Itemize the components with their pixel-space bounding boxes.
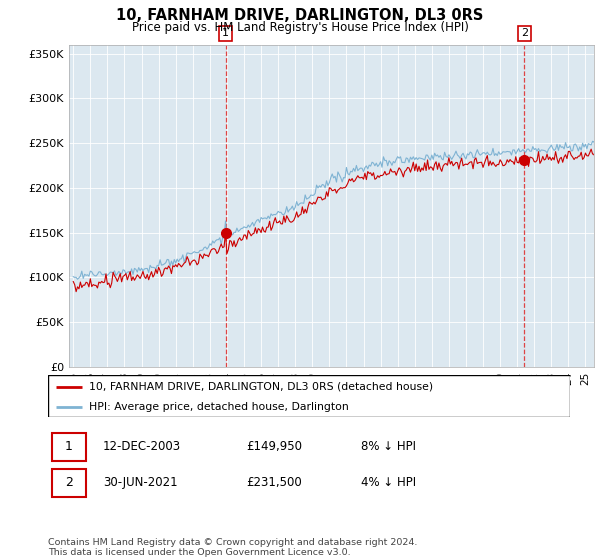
FancyBboxPatch shape bbox=[52, 433, 86, 461]
Text: 10, FARNHAM DRIVE, DARLINGTON, DL3 0RS: 10, FARNHAM DRIVE, DARLINGTON, DL3 0RS bbox=[116, 8, 484, 24]
Text: Contains HM Land Registry data © Crown copyright and database right 2024.
This d: Contains HM Land Registry data © Crown c… bbox=[48, 538, 418, 557]
Text: 8% ↓ HPI: 8% ↓ HPI bbox=[361, 440, 416, 453]
Text: 12-DEC-2003: 12-DEC-2003 bbox=[103, 440, 181, 453]
Text: 10, FARNHAM DRIVE, DARLINGTON, DL3 0RS (detached house): 10, FARNHAM DRIVE, DARLINGTON, DL3 0RS (… bbox=[89, 382, 433, 392]
Text: 2: 2 bbox=[521, 29, 528, 39]
Text: £231,500: £231,500 bbox=[247, 477, 302, 489]
Text: 1: 1 bbox=[65, 440, 73, 453]
Text: 4% ↓ HPI: 4% ↓ HPI bbox=[361, 477, 416, 489]
FancyBboxPatch shape bbox=[48, 375, 570, 417]
Text: £149,950: £149,950 bbox=[247, 440, 302, 453]
Text: 1: 1 bbox=[222, 29, 229, 39]
Text: 30-JUN-2021: 30-JUN-2021 bbox=[103, 477, 178, 489]
FancyBboxPatch shape bbox=[52, 469, 86, 497]
Text: 2: 2 bbox=[65, 477, 73, 489]
Text: HPI: Average price, detached house, Darlington: HPI: Average price, detached house, Darl… bbox=[89, 402, 349, 412]
Text: Price paid vs. HM Land Registry's House Price Index (HPI): Price paid vs. HM Land Registry's House … bbox=[131, 21, 469, 34]
